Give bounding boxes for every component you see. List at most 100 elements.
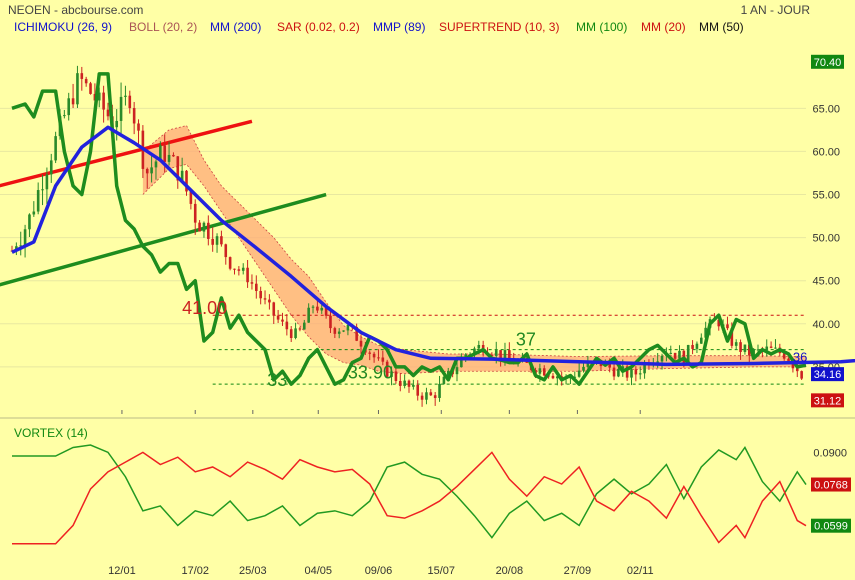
- legend-item: MM (50): [699, 20, 744, 34]
- candle-body: [625, 366, 629, 378]
- candle-body: [23, 229, 27, 246]
- candle-body: [638, 373, 642, 375]
- candle-body: [154, 161, 158, 168]
- legend-item: SUPERTREND (10, 3): [439, 20, 559, 34]
- ma200-line: [11, 125, 855, 367]
- candle-body: [220, 236, 223, 245]
- y-tick-label: 50.00: [812, 233, 840, 245]
- candle-body: [368, 352, 372, 354]
- candle-body: [416, 384, 420, 396]
- candle-body: [582, 366, 585, 371]
- candle-body: [337, 331, 341, 334]
- candle-body: [84, 78, 88, 84]
- level-label-41: 41.00: [182, 298, 227, 318]
- candle-body: [36, 190, 40, 212]
- candle-body: [255, 283, 258, 291]
- candle-body: [630, 369, 633, 378]
- candle-body: [211, 238, 214, 245]
- x-tick-label: 20/08: [496, 565, 524, 577]
- candle-body: [425, 392, 428, 400]
- candle-body: [377, 357, 380, 359]
- candle-body: [686, 344, 690, 365]
- candle-body: [490, 354, 494, 356]
- candle-body: [41, 189, 44, 191]
- candle-body: [795, 368, 799, 372]
- x-tick-label: 27/09: [564, 565, 592, 577]
- level-label-33: 33: [267, 370, 287, 390]
- candle-body: [215, 236, 219, 245]
- candle-body: [743, 344, 747, 352]
- candle-body: [586, 361, 590, 367]
- date-axis: 12/01 17/02 25/03 04/05 09/06 15/07 20/08 27/09…: [108, 410, 654, 577]
- candle-body: [739, 342, 742, 352]
- trend-lines: [0, 119, 327, 287]
- candle-body: [45, 174, 49, 190]
- candle-body: [359, 340, 363, 347]
- candle-body: [333, 328, 337, 334]
- legend-item: MM (100): [576, 20, 627, 34]
- candle-body: [172, 154, 175, 157]
- vortex-y-tick-label: 0.0900: [813, 447, 847, 459]
- y-tick-label: 55.00: [812, 190, 840, 202]
- candle-body: [355, 326, 358, 341]
- legend-item: MMP (89): [373, 20, 425, 34]
- candle-body: [385, 361, 389, 377]
- candle-body: [163, 145, 166, 162]
- candle-body: [185, 170, 188, 192]
- candle-body: [678, 350, 681, 359]
- period-label: 1 AN - JOUR: [741, 3, 811, 17]
- candle-body: [329, 315, 332, 329]
- candle-body: [115, 120, 119, 128]
- candle-body: [669, 352, 673, 354]
- candle-body: [272, 302, 276, 316]
- candle-body: [734, 342, 738, 346]
- candle-body: [429, 392, 433, 396]
- candle-body: [730, 328, 734, 346]
- moving-average-lines: [11, 72, 855, 386]
- candle-body: [307, 307, 310, 323]
- x-tick-label: 15/07: [428, 565, 456, 577]
- candle-body: [268, 299, 271, 303]
- candle-body: [346, 324, 350, 331]
- candle-body: [634, 369, 638, 375]
- candle-body: [241, 267, 245, 271]
- legend-item: BOLL (20, 2): [129, 20, 197, 34]
- vortex-badge: [811, 518, 851, 533]
- candle-body: [224, 244, 228, 258]
- candle-body: [643, 363, 646, 374]
- candle-body: [159, 145, 162, 162]
- candle-body: [494, 350, 498, 356]
- candle-body: [102, 92, 105, 110]
- candle-body: [207, 222, 210, 239]
- price-badge: [811, 393, 844, 408]
- candle-body: [250, 282, 254, 284]
- candle-body: [320, 307, 324, 311]
- candle-body: [311, 306, 315, 308]
- candle-body: [237, 269, 241, 271]
- candle-body: [128, 95, 132, 109]
- candle-body: [145, 168, 149, 174]
- candle-body: [228, 257, 232, 269]
- candle-body: [281, 319, 284, 322]
- candle-body: [124, 95, 127, 97]
- candle-body: [132, 108, 136, 124]
- candle-body: [119, 96, 123, 121]
- vortex-plus-line: [12, 444, 807, 539]
- candle-body: [150, 167, 153, 174]
- candle-body: [180, 170, 184, 181]
- legend-item: ICHIMOKU (26, 9): [14, 20, 112, 34]
- price-badge: [811, 54, 844, 69]
- price-badges: 70.40 34.16 31.12: [811, 54, 844, 408]
- y-tick-label: 65.00: [812, 103, 840, 115]
- candle-body: [577, 370, 581, 377]
- indicator-legend: ICHIMOKU (26, 9) BOLL (20, 2) MM (200) SAR …: [14, 20, 744, 34]
- candle-body: [556, 376, 559, 379]
- x-tick-label: 12/01: [108, 565, 136, 577]
- candle-body: [89, 83, 92, 94]
- candle-body: [717, 319, 721, 327]
- candle-body: [407, 380, 411, 387]
- level-labels: 41.00 37 33 33.90 36: [182, 298, 807, 390]
- level-label-37: 37: [516, 330, 536, 350]
- candle-body: [19, 245, 23, 247]
